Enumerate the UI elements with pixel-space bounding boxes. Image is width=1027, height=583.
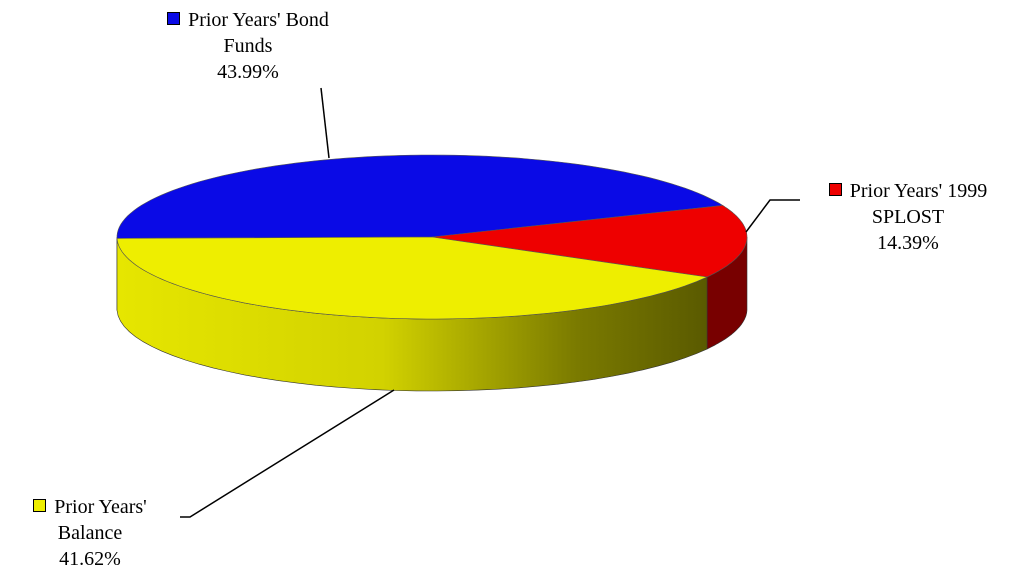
leader-line-balance — [180, 389, 395, 518]
slice-label-bond-funds-line2: Funds — [223, 35, 273, 57]
slice-label-splost-line2: SPLOST — [871, 206, 945, 228]
slice-label-splost-line1: Prior Years' 1999 — [849, 180, 988, 202]
leader-line-bond-funds — [320, 87, 330, 159]
slice-value-splost: 14.39% — [877, 232, 939, 254]
slice-label-balance: Prior Years' Balance 41.62% — [0, 494, 180, 572]
slice-label-bond-funds: Prior Years' Bond Funds 43.99% — [128, 7, 368, 85]
slice-label-bond-funds-line1: Prior Years' Bond — [188, 9, 329, 31]
legend-swatch-splost — [828, 183, 842, 196]
pie-slice-bond-funds — [116, 154, 724, 239]
legend-swatch-balance — [33, 499, 47, 512]
slice-label-balance-line1: Prior Years' — [54, 496, 147, 518]
slice-label-splost: Prior Years' 1999 SPLOST 14.39% — [790, 178, 1026, 256]
slice-value-bond-funds: 43.99% — [217, 61, 279, 83]
pie-slice-balance — [116, 236, 709, 320]
slice-value-balance: 41.62% — [59, 548, 121, 570]
leader-line-splost — [745, 199, 800, 233]
slice-label-balance-line2: Balance — [57, 522, 123, 544]
pie-slice-splost — [431, 205, 748, 278]
legend-swatch-bond-funds — [167, 12, 181, 25]
